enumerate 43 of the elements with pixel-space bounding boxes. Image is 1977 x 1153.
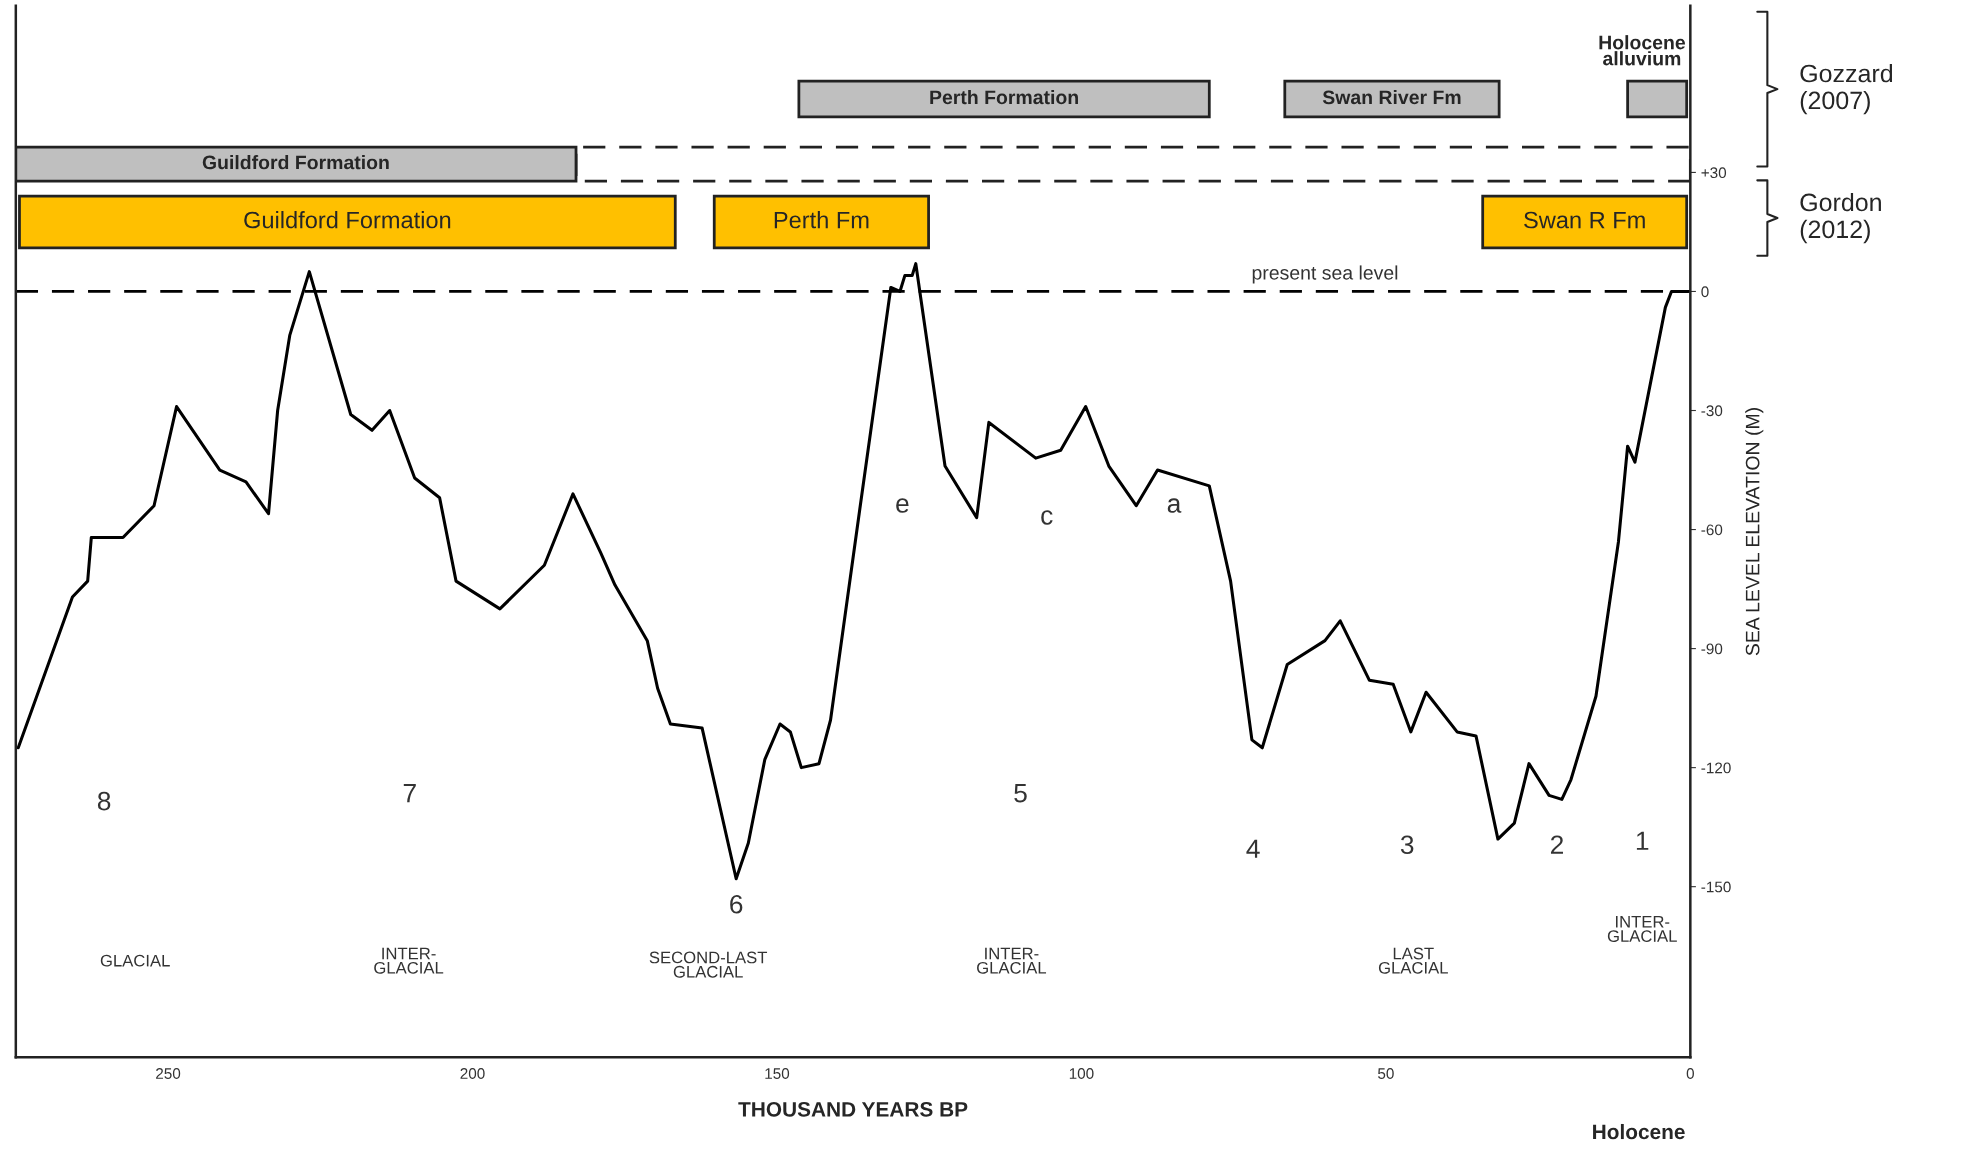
annotation: Guildford Formation [202,155,389,170]
annotation: 2 [1550,835,1563,854]
x-tick-label: 200 [460,1068,485,1079]
y-axis-title: SEA LEVEL ELEVATION (M) [1745,408,1764,656]
annotation: Perth Formation [930,89,1078,105]
annotation: INTER- GLACIAL [1607,916,1677,942]
annotation: e [896,498,909,513]
annotation: 5 [1014,784,1027,803]
annotation: c [1041,510,1053,525]
annotation: SECOND-LAST GLACIAL [649,951,768,978]
y-tick-label: -120 [1701,762,1731,774]
annotation: GLACIAL [100,954,170,967]
y-tick-label: +30 [1701,167,1727,179]
annotation: Guildford Formation [244,211,451,229]
annotation: Swan R Fm [1524,211,1645,229]
annotation: Perth Fm [774,211,869,229]
annotation: INTER- GLACIAL [374,947,444,974]
x-tick-label: 100 [1069,1068,1094,1079]
annotation: 6 [730,894,743,914]
x-tick-label: 150 [765,1068,790,1079]
annotation: LAST GLACIAL [1378,947,1448,974]
annotation: 7 [403,784,416,803]
y-tick-label: -90 [1701,643,1723,655]
y-tick-label: -150 [1701,881,1731,893]
annotation: Holocene alluvium [1599,35,1686,66]
annotation: a [1167,498,1182,513]
y-tick-label: -30 [1701,405,1723,417]
ref-line-label: present sea level [1252,265,1398,284]
annotation: 4 [1246,839,1260,858]
text: Gozzard (2007) [1800,63,1893,115]
annotation: 1 [1636,831,1649,850]
x-tick-label: 250 [156,1068,181,1079]
annotation: 8 [97,791,111,811]
y-tick-label: -60 [1701,524,1723,536]
annotation: INTER- GLACIAL [977,947,1047,974]
x-axis-title: THOUSAND YEARS BP [738,1101,968,1117]
text: Gordon (2012) [1800,192,1881,244]
x-tick-label: 0 [1686,1068,1694,1079]
x-tick-label: 50 [1377,1068,1394,1079]
y-tick-label: 0 [1701,286,1709,298]
annotation: 3 [1400,835,1414,855]
text: Holocene [1593,1123,1685,1140]
annotation: Swan River Fm [1322,89,1461,105]
